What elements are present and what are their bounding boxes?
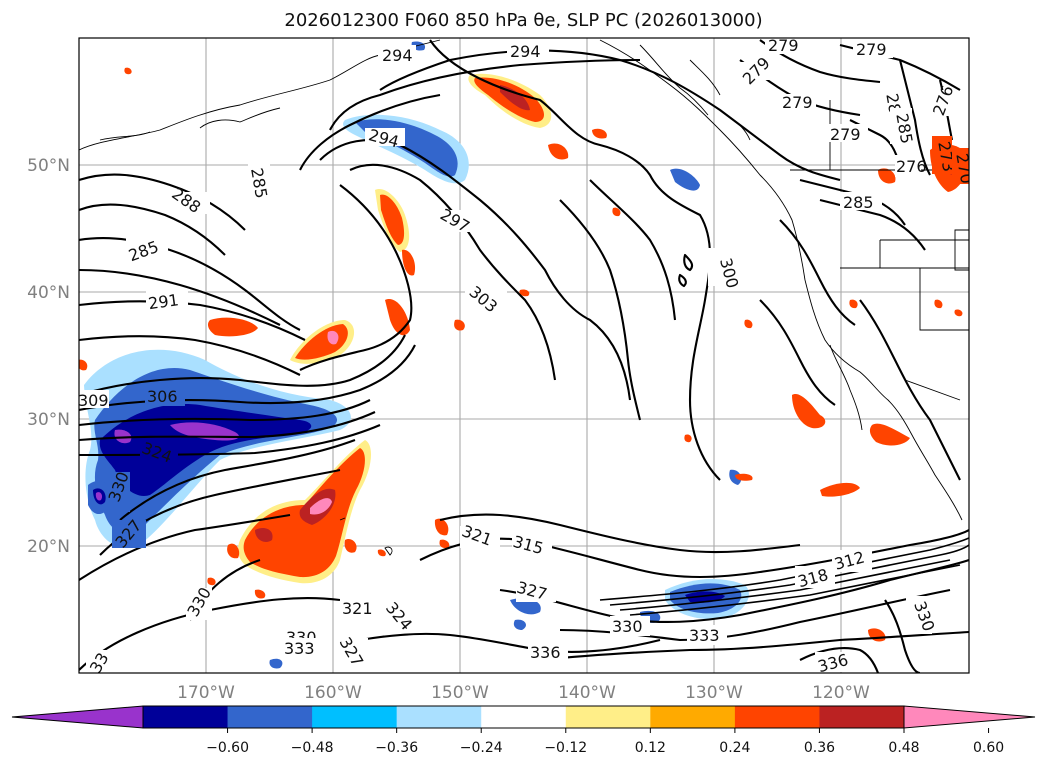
- contour-label: 294: [382, 46, 413, 65]
- colorbar-extend-high: [903, 705, 1036, 729]
- contour-label: 321: [342, 599, 373, 618]
- lon-label: 140°W: [558, 683, 616, 703]
- contour-label: 336: [530, 643, 561, 662]
- lat-label: 50°N: [27, 156, 70, 176]
- contour-label: 279: [768, 36, 799, 55]
- contour-label: 285: [843, 193, 874, 212]
- contour-label: 306: [147, 387, 178, 406]
- map-frame: [78, 37, 970, 674]
- contour-label: 330: [612, 617, 643, 636]
- colorbar-segment: [481, 706, 567, 728]
- colorbar-tick-label: −0.48: [291, 740, 334, 756]
- colorbar-segment: [650, 706, 736, 728]
- lon-label: 160°W: [304, 683, 362, 703]
- lat-label: 30°N: [27, 410, 70, 430]
- colorbar-extend-low: [11, 705, 144, 729]
- map-title: 2026012300 F060 850 hPa θe, SLP PC (2026…: [284, 10, 763, 31]
- contour-label: 270: [952, 152, 976, 185]
- colorbar-segment: [143, 706, 229, 728]
- colorbar-segment: [734, 706, 820, 728]
- lat-label: 40°N: [27, 283, 70, 303]
- lon-label: 120°W: [812, 683, 870, 703]
- positive-shading: [79, 67, 968, 642]
- lon-label: 170°W: [177, 683, 235, 703]
- contour-label: 294: [510, 42, 541, 61]
- map-plot-area: 294 294 294 279 279 279 279 276 279 285 …: [78, 36, 976, 676]
- colorbar-tick-label: −0.36: [375, 740, 418, 756]
- lon-label: 130°W: [685, 683, 743, 703]
- contour-label: 276: [896, 157, 927, 176]
- colorbar-segment: [312, 706, 398, 728]
- colorbar-tick-label: 0.24: [719, 740, 750, 756]
- colorbar-tick-label: −0.12: [544, 740, 587, 756]
- colorbar-segment: [565, 706, 651, 728]
- contour-label: 279: [856, 40, 887, 59]
- colorbar-segment: [396, 706, 482, 728]
- contour-label: 333: [689, 626, 720, 645]
- lon-label: 150°W: [431, 683, 489, 703]
- contour-label: 336: [816, 650, 850, 676]
- colorbar-segment: [819, 706, 905, 728]
- contour-label: 291: [147, 290, 180, 313]
- contour-label: 333: [284, 639, 315, 658]
- colorbar-tick-label: 0.36: [804, 740, 835, 756]
- contour-label: 279: [830, 125, 861, 144]
- colorbar-frame: [142, 705, 905, 729]
- colorbar: −0.60 −0.48 −0.36 −0.24 −0.12 0.12 0.24 0.36 0.4…: [11, 705, 1036, 756]
- colorbar-tick-label: −0.24: [460, 740, 503, 756]
- contour-label: 33: [86, 649, 113, 676]
- contour-label: 309: [78, 391, 109, 410]
- colorbar-tick-label: 0.60: [973, 740, 1004, 756]
- latitude-axis: 50°N 40°N 30°N 20°N: [27, 156, 70, 557]
- colorbar-tick-label: −0.60: [206, 740, 249, 756]
- colorbar-tick-label: 0.48: [888, 740, 919, 756]
- contour-label: 279: [782, 93, 813, 112]
- colorbar-segment: [227, 706, 313, 728]
- colorbar-tick-label: 0.12: [635, 740, 666, 756]
- longitude-axis: 170°W 160°W 150°W 140°W 130°W 120°W: [177, 683, 870, 703]
- lat-label: 20°N: [27, 537, 70, 557]
